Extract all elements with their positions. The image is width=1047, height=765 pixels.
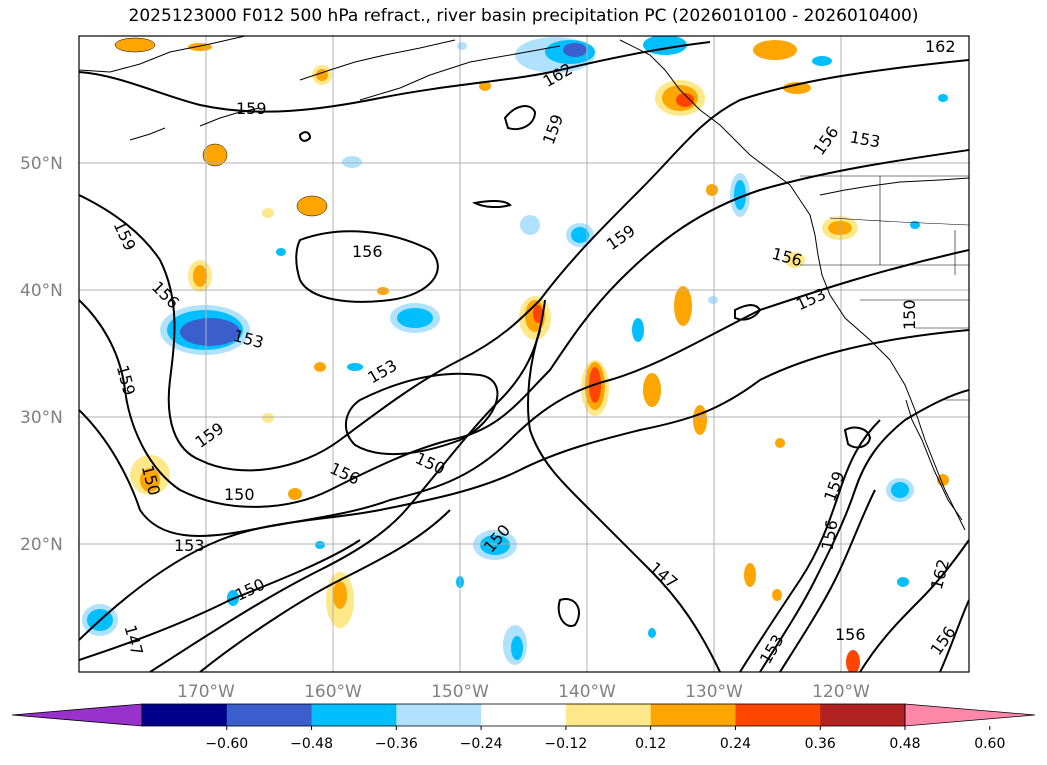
colorbar-tick-label: −0.24 — [460, 736, 503, 752]
colorbar-segment — [820, 704, 906, 726]
contour-label: 156 — [352, 242, 383, 261]
colorbar-tick-label: 0.36 — [805, 736, 836, 752]
map-area — [79, 36, 969, 672]
colorbar-tick-label: 0.48 — [889, 736, 920, 752]
colorbar-segment — [650, 704, 736, 726]
colorbar-segment — [311, 704, 397, 726]
colorbar-segment — [142, 704, 228, 726]
lon-label: 130°W — [685, 682, 743, 702]
colorbar-outline — [141, 703, 906, 727]
colorbar-segment — [735, 704, 821, 726]
lon-label: 140°W — [558, 682, 616, 702]
contour-label: 162 — [925, 37, 956, 56]
colorbar-tick-label: 0.24 — [720, 736, 751, 752]
colorbar-segment — [481, 704, 567, 726]
colorbar-tick-label: −0.12 — [544, 736, 587, 752]
colorbar-segment — [396, 704, 482, 726]
lat-label: 30°N — [20, 408, 63, 428]
lat-label: 40°N — [20, 281, 63, 301]
longitude-labels: 170°W 160°W 150°W 140°W 130°W 120°W — [177, 682, 870, 702]
map-frame — [78, 35, 970, 673]
lon-label: 150°W — [431, 682, 489, 702]
contour-label: 150 — [900, 299, 919, 330]
colorbar-extend-high — [904, 703, 1036, 727]
colorbar-tick-label: −0.60 — [205, 736, 248, 752]
colorbar-segment — [565, 704, 652, 726]
colorbar-tick-label: 0.12 — [635, 736, 666, 752]
latitude-labels: 50°N 40°N 30°N 20°N — [20, 154, 63, 555]
contour-label: 156 — [835, 625, 866, 644]
refractivity-contours — [79, 41, 969, 672]
lon-label: 170°W — [177, 682, 235, 702]
precip-positive-areas — [114, 37, 949, 672]
contour-label: 150 — [224, 485, 255, 504]
colorbar-tick-label: 0.60 — [974, 736, 1005, 752]
colorbar-tick-label: −0.36 — [375, 736, 418, 752]
colorbar-segment — [226, 704, 313, 726]
lat-label: 20°N — [20, 535, 63, 555]
lon-label: 120°W — [812, 682, 870, 702]
contour-label: 153 — [174, 536, 205, 555]
contour-label: 159 — [236, 99, 267, 118]
map-content: 162 159 159 162 156 153 159 156 156 153 … — [79, 36, 969, 672]
map-title: 2025123000 F012 500 hPa refract., river … — [128, 6, 919, 26]
lon-label: 160°W — [304, 682, 362, 702]
lat-label: 50°N — [20, 154, 63, 174]
colorbar-tick-label: −0.48 — [290, 736, 333, 752]
precip-negative-areas — [82, 36, 948, 665]
colorbar: −0.60 −0.48 −0.36 −0.24 −0.12 0.12 0.24 0.36 0.4… — [11, 703, 1036, 752]
colorbar-extend-low — [11, 703, 143, 727]
